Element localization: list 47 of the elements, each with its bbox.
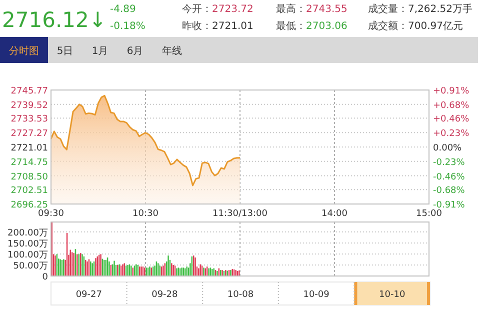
y2-tick-label: +0.68% bbox=[433, 100, 470, 111]
text: 年线 bbox=[162, 45, 182, 57]
y-tick-label: 150.00万 bbox=[8, 239, 48, 250]
y2-tick-label: -0.46% bbox=[433, 172, 466, 182]
chart-title: 2716.12↓ bbox=[2, 8, 106, 32]
y-tick-label: 0 bbox=[42, 272, 48, 282]
y-tick-label: 2714.75 bbox=[10, 158, 48, 168]
y2-tick-label: 0.00% bbox=[433, 144, 462, 154]
x-tick-label: 14:00 bbox=[322, 209, 348, 219]
text: 成交量：7,262.52万手 bbox=[368, 3, 473, 15]
y-tick-label: 2739.52 bbox=[10, 100, 48, 111]
y-tick-label: 2702.51 bbox=[10, 186, 48, 196]
text: -4.89 bbox=[110, 4, 136, 15]
y-tick-label: 50.00万 bbox=[13, 261, 48, 272]
y2-tick-label: -0.91% bbox=[433, 200, 466, 210]
text: 最高：2743.55 bbox=[276, 3, 348, 15]
y-tick-label: 2727.27 bbox=[10, 129, 48, 140]
text: 成交额：700.97亿元 bbox=[368, 20, 463, 32]
y-tick-label: 2733.53 bbox=[10, 114, 48, 125]
y-tick-label: 100.00万 bbox=[8, 250, 48, 260]
text: 10-08 bbox=[227, 290, 254, 300]
x-tick-label: 10:30 bbox=[132, 209, 159, 219]
text: 6月 bbox=[126, 46, 144, 57]
y-tick-label: 2696.25 bbox=[10, 200, 48, 210]
x-tick-label: 11:30/13:00 bbox=[212, 209, 268, 219]
text: 10-09 bbox=[303, 290, 330, 300]
y2-tick-label: -0.68% bbox=[433, 186, 466, 196]
y-tick-label: 2708.50 bbox=[10, 172, 48, 182]
y-tick-label: 200.00万 bbox=[8, 228, 48, 238]
x-tick-label: 09:30 bbox=[38, 209, 64, 219]
text: 09-27 bbox=[76, 290, 102, 300]
text: 10-10 bbox=[379, 290, 406, 300]
y2-tick-label: +0.23% bbox=[433, 129, 470, 140]
text: 分时图 bbox=[9, 45, 39, 57]
text: 5日 bbox=[56, 46, 74, 57]
y-tick-label: 2721.01 bbox=[10, 144, 48, 154]
y2-tick-label: +0.46% bbox=[433, 114, 470, 125]
text: 昨收：2721.01 bbox=[182, 20, 254, 32]
y2-tick-label: +0.91% bbox=[433, 86, 470, 96]
y-tick-label: 2745.77 bbox=[10, 86, 48, 96]
text: 09-28 bbox=[152, 290, 178, 300]
text: 最低：2703.06 bbox=[276, 21, 348, 32]
text: -0.18% bbox=[110, 21, 146, 32]
text: 1月 bbox=[92, 46, 108, 57]
text: 今开：2723.72 bbox=[182, 3, 254, 15]
x-tick-label: 15:00 bbox=[416, 209, 442, 219]
y2-tick-label: -0.23% bbox=[433, 158, 466, 168]
